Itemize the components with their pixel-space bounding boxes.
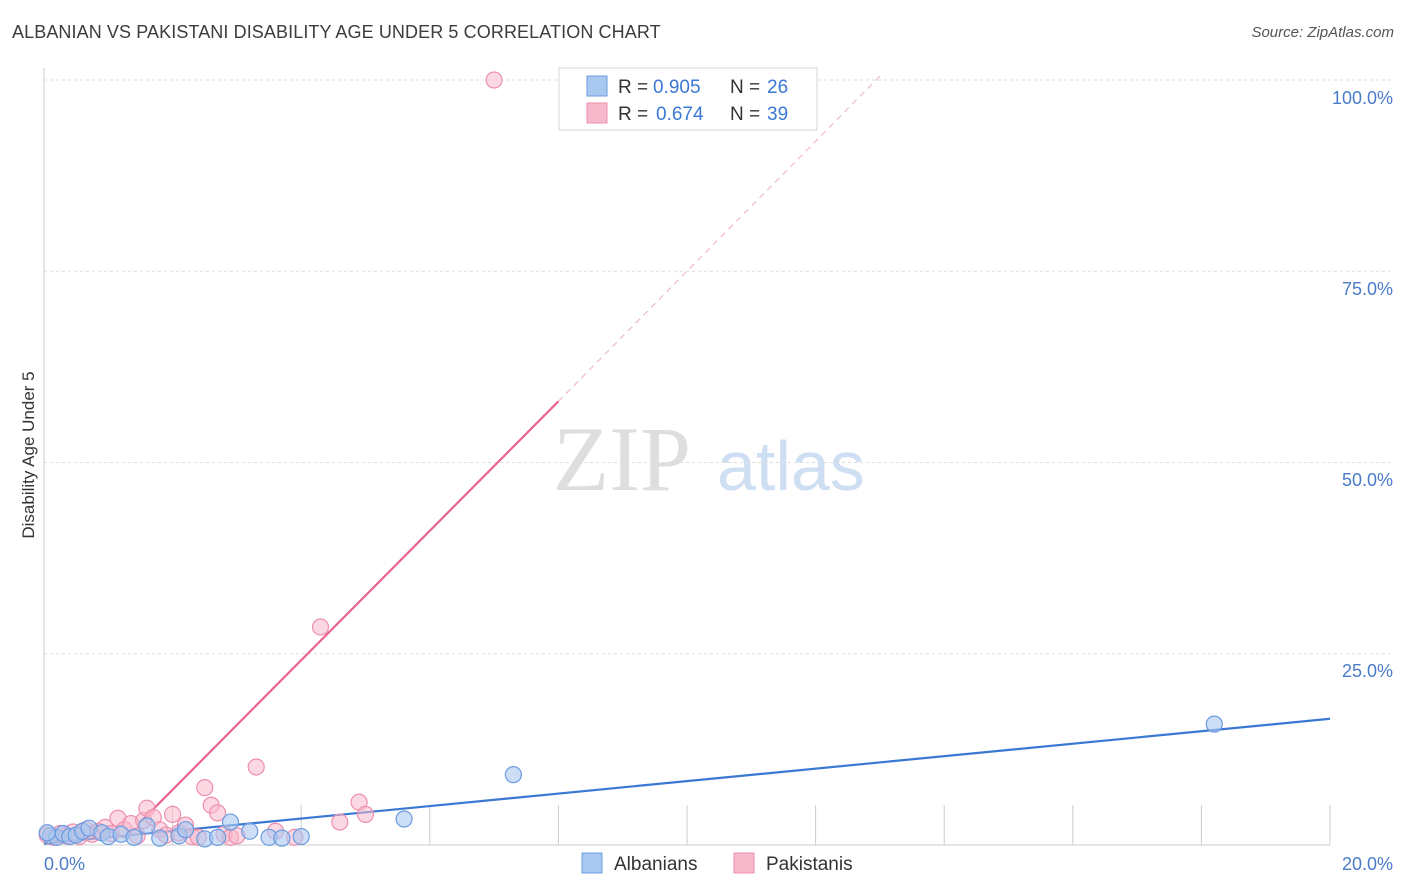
legend-pakistani-n-value: 39	[767, 104, 788, 125]
legend-albanian-n-label: N =	[730, 77, 760, 98]
pakistani-point-37	[356, 805, 375, 824]
x-tick-label-max: 20.0%	[1342, 854, 1393, 874]
pakistani-point-35	[331, 813, 349, 831]
albanian-point-11	[138, 817, 156, 835]
bottom-legend-albanian-label: Albanians	[614, 854, 697, 875]
correlation-legend: R = 0.905 N = 26 R = 0.674 N = 39	[558, 67, 818, 131]
albanian-points	[38, 715, 1223, 848]
chart-source: Source: ZipAtlas.com	[1251, 24, 1394, 41]
chart-title: ALBANIAN VS PAKISTANI DISABILITY AGE UND…	[12, 22, 661, 42]
y-tick-label-50: 50.0%	[1342, 470, 1393, 490]
watermark-zip: ZIP	[553, 408, 691, 510]
bottom-legend-albanian-swatch	[581, 852, 603, 874]
pakistani-point-20	[164, 805, 182, 824]
albanian-point-18	[241, 822, 259, 840]
albanian-point-23	[504, 766, 522, 784]
y-tick-label-75: 75.0%	[1342, 279, 1393, 299]
albanian-trend-line	[43, 717, 1331, 845]
y-tick-label-100: 100.0%	[1332, 88, 1393, 108]
albanian-point-12	[151, 829, 169, 847]
albanian-point-10	[125, 828, 143, 846]
legend-pakistani-swatch	[586, 102, 608, 124]
albanian-point-14	[176, 821, 195, 839]
y-tick-label-25: 25.0%	[1342, 661, 1393, 681]
legend-albanian-r-label: R =	[618, 77, 648, 98]
trend-lines	[43, 75, 1331, 845]
y-axis-label: Disability Age Under 5	[19, 371, 38, 538]
albanian-point-16	[209, 828, 227, 846]
legend-pakistani-n-label: N =	[730, 104, 760, 125]
pakistani-points	[38, 71, 503, 846]
grid	[44, 79, 1392, 845]
legend-pakistani-r-value: 0.674	[656, 104, 704, 125]
albanian-point-24	[1205, 715, 1223, 733]
watermark-atlas: atlas	[717, 427, 865, 505]
albanian-point-21	[292, 827, 310, 846]
x-tick-label-min: 0.0%	[44, 854, 85, 874]
albanian-point-22	[395, 810, 413, 828]
legend-albanian-r-value: 0.905	[653, 77, 701, 98]
pakistani-point-31	[247, 758, 265, 776]
series-legend: Albanians Pakistanis	[581, 852, 853, 875]
bottom-legend-pakistani-label: Pakistanis	[766, 854, 853, 875]
legend-pakistani-r-label: R =	[618, 104, 648, 125]
pakistani-point-34	[311, 618, 330, 636]
albanian-point-17	[221, 813, 240, 831]
albanian-point-25	[38, 824, 56, 842]
pakistani-point-27	[209, 804, 227, 822]
legend-albanian-n-value: 26	[767, 77, 788, 98]
albanian-point-20	[273, 829, 291, 847]
pakistani-point-25	[196, 779, 214, 797]
pakistani-trend-line	[139, 400, 560, 823]
legend-albanian-swatch	[586, 75, 608, 97]
bottom-legend-pakistani-swatch	[733, 852, 755, 874]
axes	[43, 68, 1330, 846]
pakistani-point-38	[485, 71, 503, 89]
